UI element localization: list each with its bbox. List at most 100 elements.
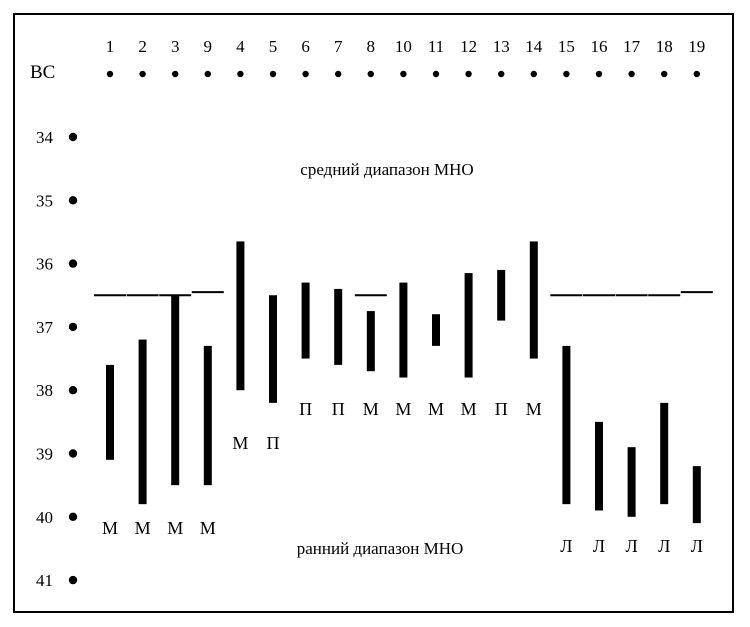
column-10: 10 М <box>395 37 412 419</box>
column-label: 18 <box>656 37 673 56</box>
diagram-frame <box>13 13 734 613</box>
range-bar <box>236 241 245 391</box>
column-dot <box>400 70 407 78</box>
range-bar <box>301 282 310 359</box>
range-letter: П <box>299 399 312 419</box>
range-bar <box>497 269 506 321</box>
column-dot <box>172 70 179 78</box>
column-label: 13 <box>493 37 510 56</box>
column-label: 19 <box>688 37 705 56</box>
range-bar <box>399 282 408 378</box>
scale-dot <box>68 259 78 268</box>
scale-dot <box>68 132 78 142</box>
column-dot <box>302 70 309 78</box>
column-label: 14 <box>525 37 543 56</box>
range-bar <box>269 295 277 403</box>
range-letter: М <box>135 518 151 538</box>
early-zone-label: ранний диапазон МНО <box>297 539 464 558</box>
range-bar <box>432 314 440 346</box>
column-label: 5 <box>269 37 278 56</box>
range-letter: Л <box>658 536 670 556</box>
column-dot <box>269 70 277 78</box>
scale-dot <box>68 196 78 205</box>
scale-label: 38 <box>36 381 53 400</box>
column-label: 2 <box>138 37 147 56</box>
middle-zone-label: средний диапазон МНО <box>300 160 473 179</box>
range-bar <box>660 402 669 505</box>
scale-axis: 34 35 36 37 38 39 40 41 <box>36 128 78 590</box>
column-label: 11 <box>428 37 444 56</box>
column-dot <box>106 70 114 78</box>
range-letter: П <box>495 399 508 419</box>
range-letter: М <box>428 399 444 419</box>
range-bar <box>366 311 375 372</box>
range-letter: М <box>526 399 542 419</box>
column-17: 17 Л <box>615 37 648 556</box>
scale-label: 36 <box>36 255 53 274</box>
column-label: 15 <box>558 37 575 56</box>
scale-label: 39 <box>36 445 53 464</box>
column-11: 11 М <box>428 37 444 419</box>
column-7: 7П <box>332 37 345 419</box>
column-dot <box>237 70 244 78</box>
column-label: 17 <box>623 37 641 56</box>
column-dot <box>530 70 537 78</box>
column-dot <box>204 70 211 78</box>
scale-label: 40 <box>36 508 53 527</box>
column-label: 10 <box>395 37 412 56</box>
range-bar <box>529 241 538 359</box>
range-letter: Л <box>691 536 703 556</box>
range-bar <box>464 273 473 378</box>
scale-label: 34 <box>36 128 54 147</box>
column-dot <box>139 70 146 78</box>
column-dot <box>628 70 635 78</box>
columns: 1М2М3М9М4М5П6П7П8М10М11М12М13П14М15Л16Л1… <box>94 37 713 556</box>
range-letter: М <box>395 399 411 419</box>
column-2: 2М <box>126 37 159 538</box>
range-letter: Л <box>560 536 572 556</box>
column-label: 8 <box>367 37 376 56</box>
column-12: 12 М <box>460 37 477 419</box>
range-letter: Л <box>593 536 605 556</box>
range-bar <box>562 345 571 505</box>
column-19: 19 Л <box>680 37 713 556</box>
range-letter: М <box>363 399 379 419</box>
range-letter: П <box>332 399 345 419</box>
range-letter: Л <box>625 536 637 556</box>
scale-label: 37 <box>36 318 54 337</box>
column-18: 18 Л <box>648 37 681 556</box>
column-label: 1 <box>106 37 115 56</box>
column-dot <box>498 70 505 78</box>
column-label: 3 <box>171 37 180 56</box>
column-6: 6П <box>299 37 312 419</box>
column-dot <box>432 70 440 78</box>
column-label: 9 <box>204 37 213 56</box>
column-dot <box>661 70 668 78</box>
range-bar <box>595 421 603 511</box>
column-9: 9М <box>191 37 224 538</box>
column-dot <box>335 70 342 78</box>
scale-label: 35 <box>36 191 53 210</box>
scale-dot <box>68 512 78 521</box>
range-bar <box>334 288 343 365</box>
range-letter: М <box>461 399 477 419</box>
column-14: 14 М <box>525 37 543 419</box>
column-8: 8М <box>354 37 387 419</box>
range-bar <box>627 447 636 517</box>
column-dot <box>367 70 374 78</box>
range-bar <box>138 339 147 505</box>
column-label: 12 <box>460 37 477 56</box>
column-label: 6 <box>301 37 310 56</box>
column-5: 5П <box>267 37 280 453</box>
column-label: 16 <box>591 37 608 56</box>
range-bar <box>106 364 114 460</box>
range-letter: М <box>167 518 183 538</box>
range-bar <box>171 295 180 486</box>
range-letter: М <box>232 433 248 453</box>
range-bar <box>203 345 212 486</box>
corner-label: ВС <box>30 62 55 83</box>
column-15: 15 Л <box>550 37 583 556</box>
scale-dot <box>68 322 78 332</box>
column-13: 13 П <box>493 37 510 419</box>
